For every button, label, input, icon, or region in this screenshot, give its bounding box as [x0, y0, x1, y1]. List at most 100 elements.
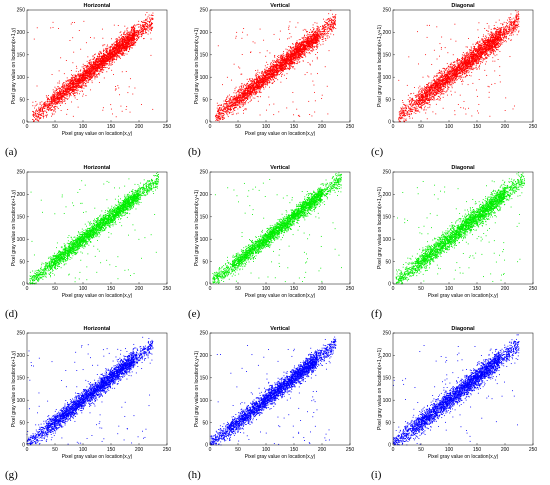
data-point: [113, 45, 115, 47]
data-point: [135, 34, 137, 36]
data-point: [72, 88, 74, 90]
data-point: [71, 87, 73, 89]
data-point: [287, 38, 288, 40]
data-point: [313, 29, 314, 31]
data-point: [308, 47, 310, 49]
data-point: [65, 84, 67, 86]
data-point: [84, 72, 86, 74]
data-point: [67, 94, 69, 96]
data-point: [274, 54, 276, 56]
data-point: [100, 69, 102, 71]
data-point: [56, 100, 58, 102]
data-point: [288, 59, 290, 60]
data-point: [80, 79, 82, 81]
data-point: [131, 30, 133, 32]
data-point: [138, 33, 140, 34]
data-point: [128, 37, 130, 39]
data-point: [75, 88, 77, 90]
data-point: [75, 85, 77, 87]
data-point: [90, 72, 92, 74]
data-point: [86, 72, 88, 74]
data-point: [134, 30, 135, 32]
data-point: [46, 103, 48, 105]
data-point: [94, 68, 96, 70]
data-point: [81, 81, 83, 83]
axes-box: [26, 9, 168, 123]
data-point: [82, 68, 84, 70]
data-point: [149, 21, 151, 23]
data-point: [255, 88, 257, 90]
data-point: [125, 36, 127, 38]
data-point: [74, 91, 76, 93]
data-point: [110, 59, 112, 61]
data-point: [126, 34, 128, 36]
data-point: [88, 70, 90, 71]
data-point: [122, 37, 124, 39]
data-point: [57, 107, 59, 109]
data-point: [314, 40, 315, 42]
data-point: [72, 92, 73, 94]
data-point: [267, 72, 269, 74]
data-point: [57, 98, 59, 100]
data-point: [108, 52, 110, 54]
data-point: [69, 84, 71, 86]
data-point: [101, 64, 103, 66]
data-point: [107, 57, 109, 59]
data-point: [238, 98, 240, 100]
data-point: [59, 91, 61, 93]
data-point: [243, 94, 245, 96]
data-point: [139, 26, 141, 28]
data-point: [80, 74, 82, 76]
data-point: [85, 77, 87, 78]
data-point: [83, 81, 85, 83]
data-point: [252, 93, 254, 95]
data-point: [332, 27, 334, 29]
data-point: [112, 45, 114, 47]
data-point: [128, 44, 130, 46]
data-point: [282, 55, 284, 57]
data-point: [89, 75, 90, 77]
data-point: [219, 109, 221, 111]
data-point: [78, 71, 79, 73]
data-point: [141, 34, 142, 35]
data-point: [95, 63, 97, 65]
data-point: [126, 36, 128, 38]
data-point: [77, 84, 78, 86]
data-point: [115, 46, 117, 48]
data-point: [112, 60, 114, 62]
data-point: [76, 88, 78, 89]
data-point: [63, 85, 65, 87]
data-point: [79, 70, 81, 72]
data-point: [90, 37, 91, 38]
data-point: [308, 42, 310, 44]
data-point: [144, 23, 146, 25]
data-point: [116, 49, 118, 51]
data-point: [57, 103, 59, 105]
data-point: [141, 31, 143, 33]
data-point: [93, 68, 95, 70]
data-point: [331, 29, 333, 31]
data-point: [317, 45, 319, 47]
data-point: [44, 101, 46, 103]
data-point: [144, 27, 146, 29]
data-point: [225, 101, 227, 102]
data-point: [123, 46, 125, 48]
data-point: [151, 17, 153, 19]
data-point: [146, 23, 148, 25]
data-point: [91, 63, 93, 65]
data-point: [295, 51, 297, 52]
data-point: [329, 29, 331, 30]
data-point: [126, 46, 128, 48]
data-point: [85, 66, 87, 68]
data-point: [121, 43, 123, 45]
data-point: [97, 64, 99, 65]
data-point: [84, 78, 86, 80]
data-point: [51, 102, 53, 104]
data-point: [107, 44, 108, 46]
data-point: [122, 53, 124, 55]
data-point: [130, 44, 132, 46]
data-point: [101, 64, 102, 66]
data-point: [79, 76, 81, 78]
data-point: [130, 43, 132, 45]
data-point: [101, 57, 103, 59]
